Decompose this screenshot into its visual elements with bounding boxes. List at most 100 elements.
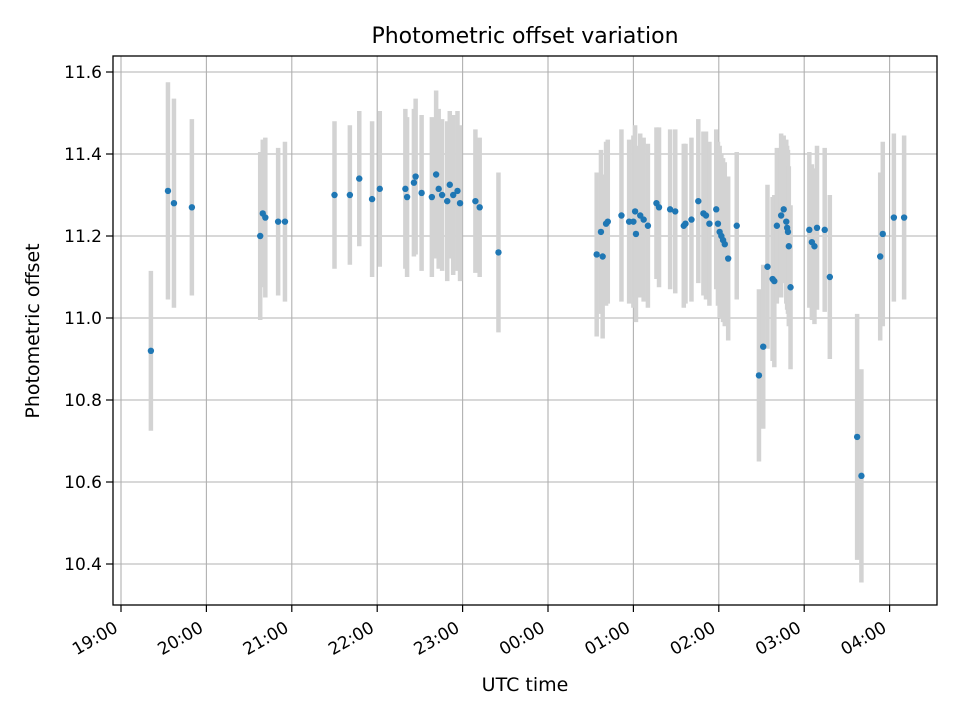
- data-point: [858, 472, 865, 480]
- data-point: [773, 222, 781, 229]
- data-point: [721, 241, 728, 248]
- x-tick-label: 19:00: [69, 618, 121, 660]
- x-tick-label: 00:00: [496, 618, 548, 660]
- data-point: [402, 185, 409, 193]
- data-point: [640, 216, 647, 223]
- data-point: [376, 185, 383, 193]
- data-point: [771, 277, 778, 285]
- data-point: [410, 179, 418, 186]
- data-point: [147, 347, 155, 354]
- data-point: [257, 232, 264, 240]
- data-point: [890, 214, 898, 221]
- data-point: [733, 222, 740, 229]
- data-point: [811, 243, 818, 250]
- data-point: [412, 173, 419, 180]
- y-axis-ticks: 10.4 10.6 10.8 11.0 11.2 11.4 11.6: [64, 63, 113, 575]
- data-point: [682, 220, 689, 227]
- data-point: [644, 222, 652, 229]
- data-point: [403, 193, 411, 201]
- data-point: [785, 243, 793, 250]
- data-point: [630, 218, 637, 225]
- data-point: [787, 284, 794, 291]
- x-tick-label: 21:00: [240, 618, 292, 660]
- data-point: [760, 343, 767, 350]
- x-tick-label: 04:00: [838, 618, 890, 660]
- y-tick-label: 11.6: [64, 63, 102, 83]
- data-point: [877, 253, 884, 260]
- data-point: [346, 191, 354, 199]
- data-point: [784, 228, 792, 236]
- plot-area-frame: [112, 55, 938, 606]
- y-axis-label: Photometric offset: [22, 243, 44, 418]
- data-point: [724, 255, 732, 262]
- data-point: [281, 218, 289, 225]
- data-point: [428, 193, 436, 201]
- data-point: [618, 212, 625, 219]
- data-point: [454, 187, 461, 195]
- data-point: [826, 273, 834, 281]
- data-point: [274, 218, 282, 225]
- data-point: [813, 224, 821, 231]
- x-tick-label: 03:00: [752, 618, 804, 660]
- data-point: [472, 197, 479, 205]
- data-point: [331, 191, 338, 199]
- y-tick-label: 10.4: [64, 555, 102, 575]
- x-tick-label: 23:00: [411, 618, 463, 660]
- y-tick-label: 11.4: [64, 145, 102, 165]
- x-axis-label: UTC time: [482, 674, 569, 696]
- data-points: [147, 171, 908, 480]
- data-point: [368, 195, 376, 203]
- data-point: [438, 191, 446, 199]
- data-point: [632, 230, 640, 238]
- data-point: [599, 253, 606, 260]
- data-point: [435, 185, 442, 193]
- data-point: [879, 230, 886, 238]
- data-point: [706, 220, 713, 227]
- data-point: [631, 208, 639, 215]
- data-point: [446, 181, 453, 188]
- data-point: [702, 212, 710, 219]
- error-bars: [148, 82, 907, 583]
- x-tick-label: 20:00: [154, 618, 206, 660]
- data-point: [900, 214, 908, 221]
- data-point: [695, 197, 702, 205]
- data-point: [476, 204, 483, 211]
- chart-title: Photometric offset variation: [371, 24, 678, 49]
- y-tick-label: 11.2: [64, 227, 102, 247]
- data-point: [806, 226, 813, 234]
- data-point: [783, 218, 790, 225]
- data-point: [764, 263, 771, 270]
- data-point: [688, 216, 695, 223]
- data-point: [356, 175, 363, 182]
- data-point: [672, 208, 679, 215]
- x-axis-ticks: 19:00 20:00 21:00 22:00 23:00 00:00 01:00 02:00…: [69, 605, 891, 660]
- y-tick-label: 11.0: [64, 309, 102, 329]
- data-point: [655, 204, 663, 211]
- data-point: [755, 372, 763, 379]
- data-point: [418, 189, 425, 197]
- y-tick-label: 10.6: [64, 473, 102, 493]
- data-point: [777, 212, 785, 219]
- data-point: [444, 197, 451, 205]
- data-point: [593, 251, 600, 258]
- grid: [113, 56, 937, 605]
- data-point: [495, 249, 502, 256]
- data-point: [713, 206, 720, 213]
- data-point: [666, 206, 674, 213]
- data-point: [262, 214, 269, 221]
- data-point: [780, 206, 787, 213]
- data-point: [604, 218, 611, 225]
- data-point: [188, 204, 196, 211]
- data-point: [714, 220, 722, 227]
- data-point: [821, 226, 828, 234]
- data-point: [853, 433, 861, 441]
- x-tick-label: 01:00: [581, 618, 633, 660]
- data-point: [432, 171, 440, 178]
- data-point: [597, 228, 605, 236]
- data-point: [170, 200, 178, 207]
- x-tick-label: 02:00: [667, 618, 719, 660]
- y-tick-label: 10.8: [64, 391, 102, 411]
- data-point: [450, 191, 457, 199]
- data-point: [164, 187, 172, 195]
